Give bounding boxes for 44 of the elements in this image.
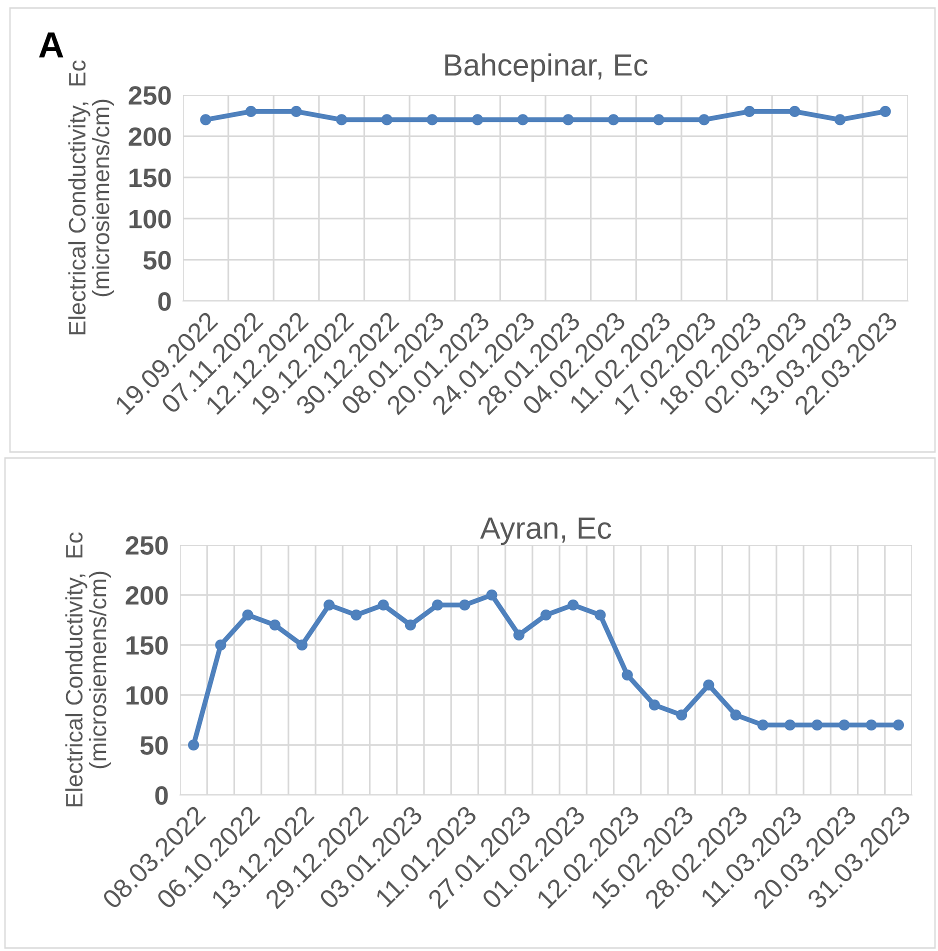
y-tick-label: 250 — [128, 86, 171, 105]
point — [215, 639, 226, 651]
point — [594, 609, 606, 621]
y-tick-label: 0 — [155, 786, 168, 805]
point — [892, 719, 904, 731]
point — [784, 719, 796, 731]
point — [404, 619, 416, 631]
point — [513, 629, 524, 641]
point — [324, 599, 335, 611]
y-tick-label: 150 — [126, 636, 168, 655]
point — [459, 599, 470, 611]
point — [568, 599, 579, 611]
y-tick-label: 100 — [130, 210, 171, 228]
y-axis-title: Electrical Conductivity, Ec (microsiemens/cm) — [68, 60, 114, 334]
y-axis-title: Electrical Conductivity, Ec (microsiemens/cm) — [65, 532, 111, 806]
point — [269, 619, 280, 631]
point — [188, 739, 200, 751]
point — [622, 669, 633, 681]
y-tick-label: 250 — [126, 536, 168, 555]
y-tick-label: 200 — [126, 586, 168, 605]
point — [350, 609, 362, 621]
y-tick-label: 50 — [140, 736, 168, 755]
y-tick-label: 200 — [128, 127, 171, 146]
point — [812, 719, 823, 731]
chart-title: Ayran, Ec — [480, 518, 612, 545]
point — [838, 719, 850, 731]
point — [540, 609, 552, 621]
point — [866, 719, 877, 731]
y-tick-label: 100 — [126, 686, 168, 705]
point — [703, 679, 714, 691]
point — [676, 709, 688, 721]
chart-title: Bahcepinar, Ec — [445, 53, 648, 82]
point — [757, 719, 768, 731]
point — [378, 599, 389, 611]
point — [296, 639, 308, 651]
y-tick-label: 50 — [143, 250, 171, 270]
point — [432, 599, 444, 611]
point — [730, 709, 742, 721]
point — [486, 589, 498, 601]
point — [648, 699, 660, 711]
y-tick-label: 150 — [130, 168, 171, 188]
point — [242, 609, 254, 621]
y-tick-label: 0 — [158, 292, 171, 311]
text: A — [39, 32, 64, 58]
